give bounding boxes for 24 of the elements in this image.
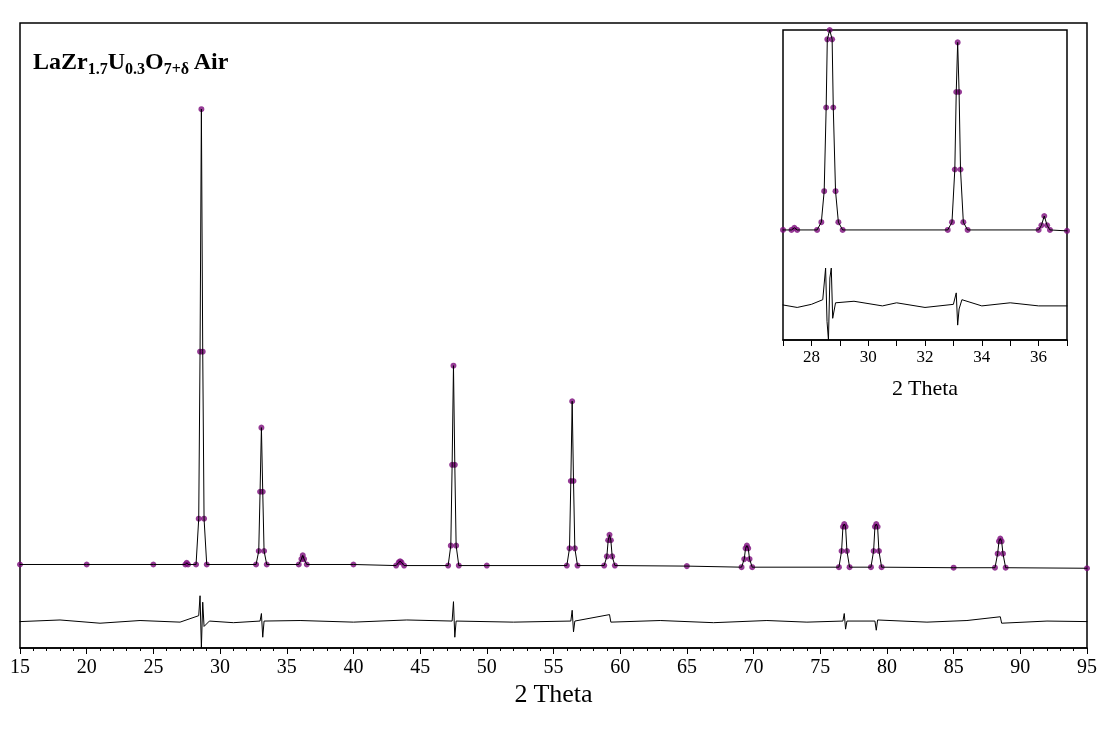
x-tick-label: 45 xyxy=(410,655,431,677)
x-tick-label: 95 xyxy=(1077,655,1097,677)
x-tick-label: 55 xyxy=(543,655,564,677)
x-tick-label: 34 xyxy=(973,347,991,366)
x-tick-label: 70 xyxy=(743,655,764,677)
x-tick-label: 40 xyxy=(343,655,364,677)
x-tick-label: 60 xyxy=(610,655,631,677)
x-tick-label: 50 xyxy=(476,655,497,677)
x-tick-label: 20 xyxy=(76,655,97,677)
x-tick-label: 80 xyxy=(876,655,897,677)
x-tick-label: 75 xyxy=(810,655,831,677)
x-tick-label: 30 xyxy=(859,347,877,366)
x-tick-label: 90 xyxy=(1010,655,1031,677)
x-tick-label: 30 xyxy=(210,655,231,677)
x-tick-label: 36 xyxy=(1030,347,1048,366)
x-axis-title: 2 Theta xyxy=(514,679,594,709)
x-tick-label: 35 xyxy=(276,655,297,677)
x-tick-label: 25 xyxy=(143,655,164,677)
x-tick-label: 28 xyxy=(802,347,820,366)
x-tick-label: 32 xyxy=(916,347,934,366)
x-tick-label: 15 xyxy=(10,655,30,677)
x-axis-title: 2 Theta xyxy=(891,374,959,400)
x-tick-label: 85 xyxy=(943,655,964,677)
x-tick-label: 65 xyxy=(676,655,697,677)
